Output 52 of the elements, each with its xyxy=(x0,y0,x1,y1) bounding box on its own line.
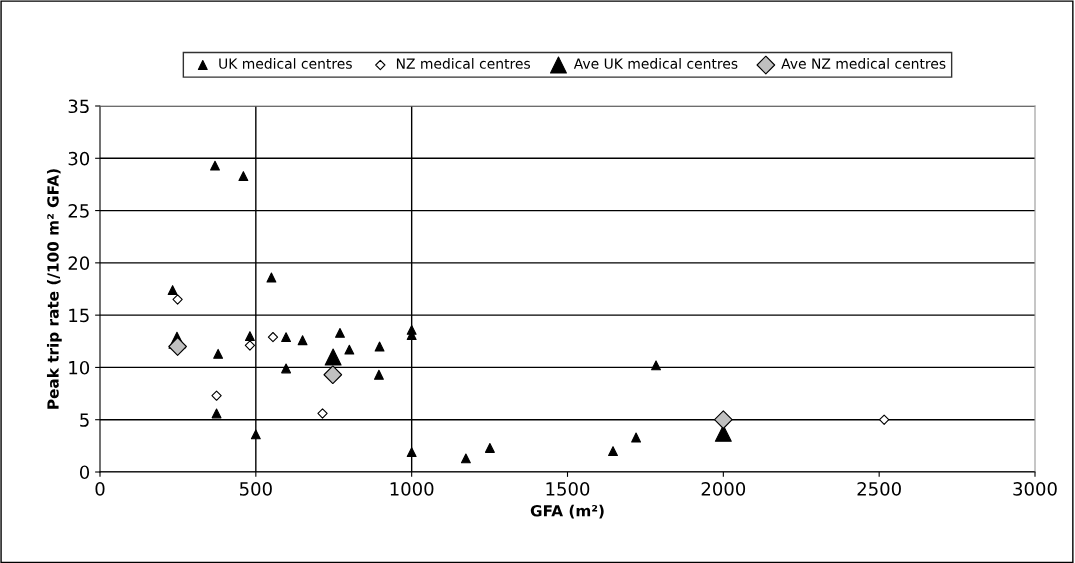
point xyxy=(167,285,178,295)
x-tick-label: 500 xyxy=(240,482,272,496)
point xyxy=(406,447,417,458)
point xyxy=(281,332,292,343)
x-tick-label: 0 xyxy=(95,482,105,496)
point xyxy=(244,331,255,342)
point xyxy=(211,390,222,401)
y-axis-title: Peak trip rate (/100 m² GFA) xyxy=(46,169,62,409)
y-tick-label: 10 xyxy=(69,360,90,375)
point xyxy=(484,443,495,453)
point xyxy=(878,414,890,425)
y-tick-label: 35 xyxy=(68,99,89,114)
y-tick-label: 20 xyxy=(68,256,90,270)
point xyxy=(266,272,277,283)
legend-label: UK medical centres xyxy=(219,58,352,69)
point xyxy=(281,363,292,374)
point xyxy=(335,327,345,338)
point xyxy=(168,337,187,356)
legend-label: NZ medical centres xyxy=(396,58,531,69)
y-tick-label: 25 xyxy=(68,204,89,218)
point xyxy=(238,171,249,182)
point xyxy=(297,335,308,346)
y-tick-label: 5 xyxy=(80,413,89,427)
legend-label: Ave NZ medical centres xyxy=(781,58,946,69)
point xyxy=(651,360,661,371)
point xyxy=(373,369,384,380)
point xyxy=(213,348,224,359)
point xyxy=(244,340,256,351)
y-tick-label: 15 xyxy=(69,308,89,323)
point xyxy=(460,453,471,464)
x-tick-label: 1000 xyxy=(390,482,434,496)
point xyxy=(323,365,343,385)
point xyxy=(324,348,342,366)
legend-label: Ave UK medical centres xyxy=(573,58,738,69)
point xyxy=(344,344,355,355)
y-tick-label: 0 xyxy=(79,465,90,480)
x-tick-label: 2500 xyxy=(857,482,901,496)
point xyxy=(267,331,279,343)
x-tick-label: 2000 xyxy=(701,482,746,496)
y-tick-label: 30 xyxy=(68,151,90,166)
point xyxy=(250,429,261,440)
x-axis-title: GFA (m²) xyxy=(530,504,604,519)
x-tick-label: 1500 xyxy=(546,482,590,496)
point xyxy=(210,160,220,171)
point xyxy=(631,432,642,443)
point xyxy=(317,408,328,419)
x-tick-label: 3000 xyxy=(1013,482,1057,496)
point xyxy=(608,446,618,457)
point xyxy=(172,294,183,305)
point xyxy=(713,410,733,430)
point xyxy=(374,341,385,352)
point xyxy=(211,408,222,419)
